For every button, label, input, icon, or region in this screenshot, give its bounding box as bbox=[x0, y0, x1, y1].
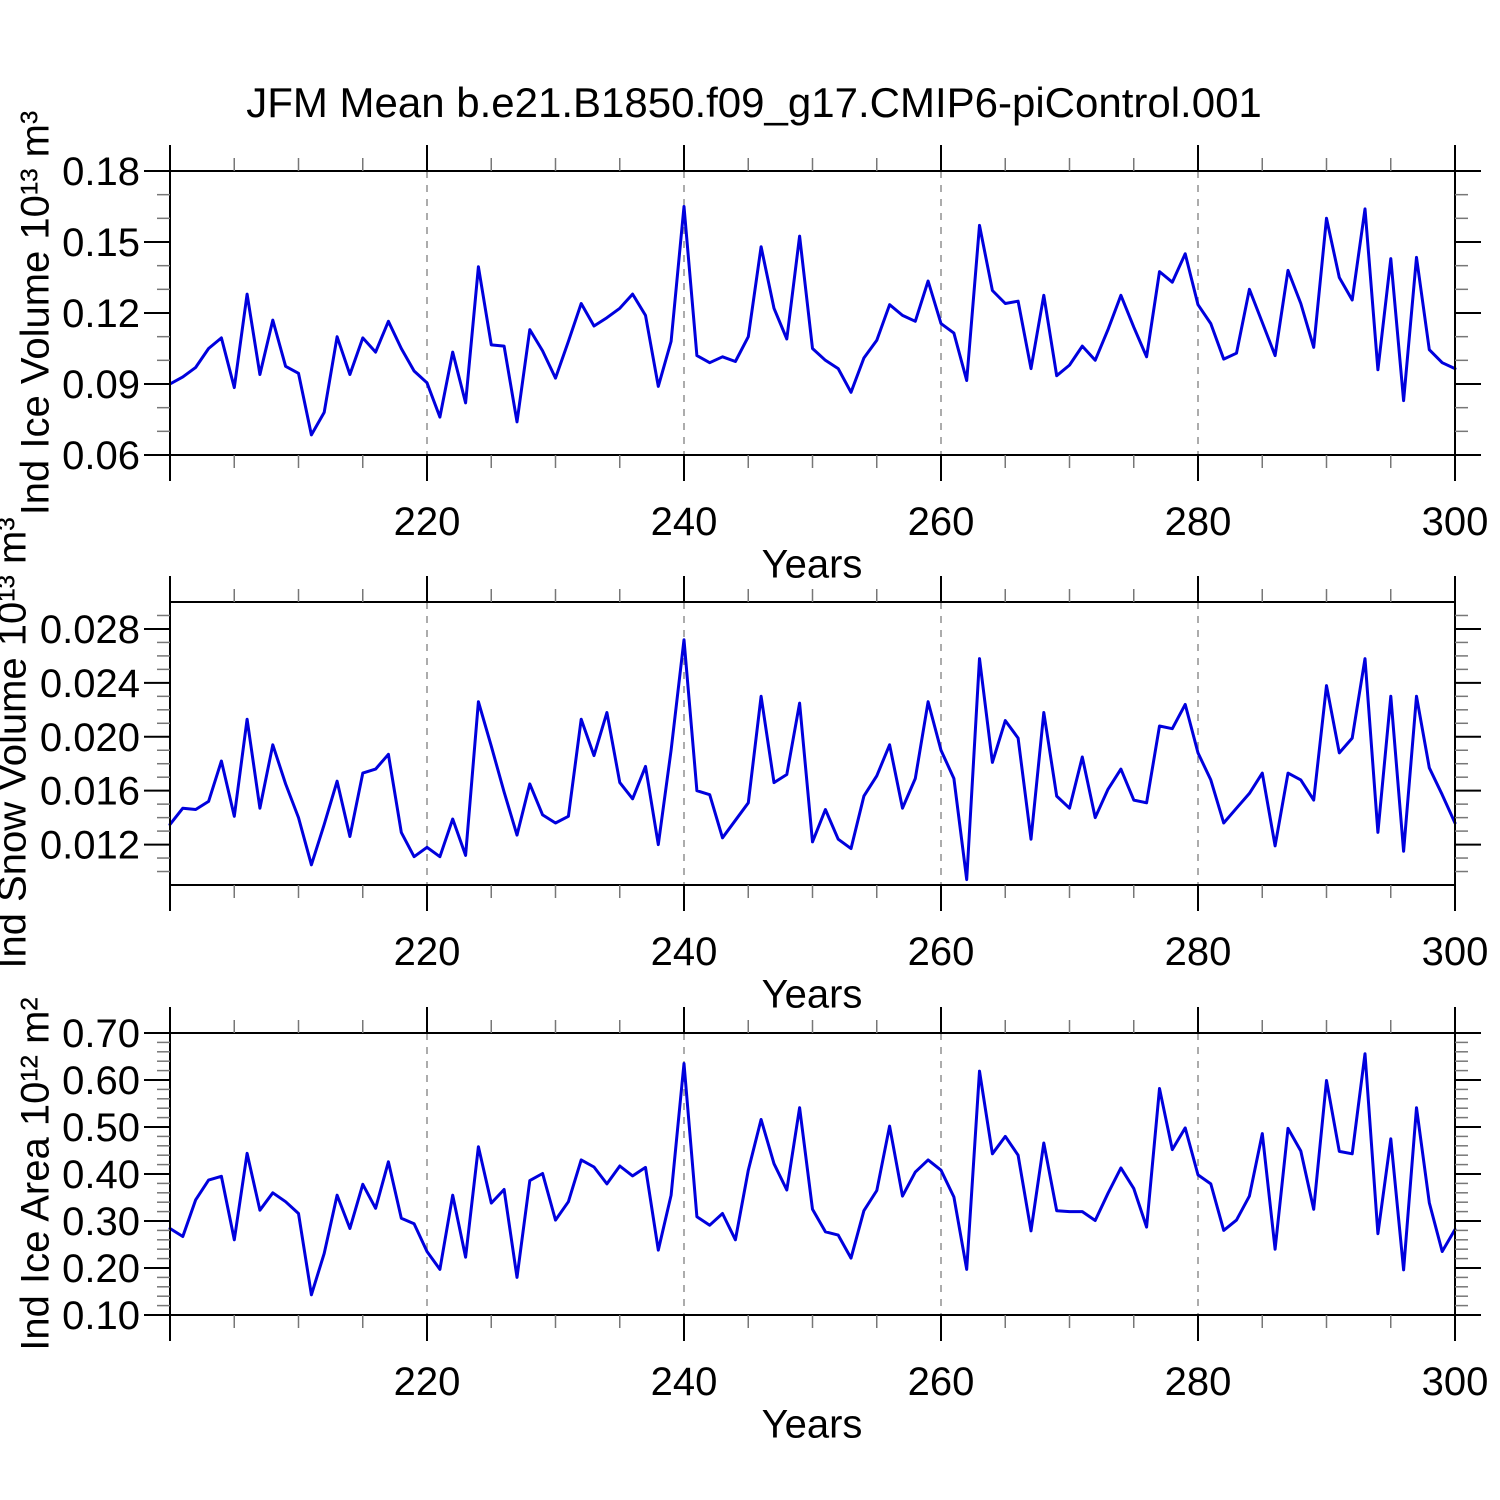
y-tick-label: 0.50 bbox=[62, 1106, 140, 1150]
figure-title: JFM Mean b.e21.B1850.f09_g17.CMIP6-piCon… bbox=[246, 79, 1262, 126]
y-tick-label: 0.06 bbox=[62, 434, 140, 478]
y-tick-label: 0.012 bbox=[40, 824, 140, 868]
x-tick-label: 300 bbox=[1422, 500, 1489, 544]
x-tick-label: 280 bbox=[1165, 930, 1232, 974]
x-tick-label: 280 bbox=[1165, 500, 1232, 544]
x-axis-label-years-bottom: Years bbox=[761, 1402, 863, 1447]
y-tick-label: 0.024 bbox=[40, 662, 140, 706]
y-tick-label: 0.15 bbox=[62, 221, 140, 265]
panel-ice-area: 220 240 260 280 300 0.100.200.300.400.500.600… bbox=[62, 1007, 1488, 1404]
plot-frame bbox=[169, 1032, 1456, 1316]
y-axis-label-snow-volume: Ind Snow Volume 10¹³ m³ bbox=[0, 517, 35, 969]
x-tick-label: 300 bbox=[1422, 930, 1489, 974]
y-axis-label-ice-volume: Ind Ice Volume 10¹³ m³ bbox=[13, 110, 58, 516]
y-axis-label-ice-area: Ind Ice Area 10¹² m² bbox=[13, 997, 58, 1351]
x-axis-label-years-middle: Years bbox=[761, 972, 863, 1017]
plot-frame bbox=[169, 170, 1456, 456]
y-tick-label: 0.60 bbox=[62, 1059, 140, 1103]
panel-snow-volume: 220 240 260 280 300 0.012 0.016 0.020 0.024 0.028 bbox=[40, 576, 1488, 974]
x-tick-label: 260 bbox=[908, 500, 975, 544]
x-tick-label: 240 bbox=[651, 930, 718, 974]
x-tick-label: 260 bbox=[908, 1360, 975, 1404]
y-tick-label: 0.30 bbox=[62, 1200, 140, 1244]
x-axis-label-years-top: Years bbox=[761, 542, 863, 587]
y-tick-label: 0.09 bbox=[62, 363, 140, 407]
x-tick-label: 220 bbox=[394, 500, 461, 544]
y-tick-label: 0.40 bbox=[62, 1153, 140, 1197]
x-tick-label: 300 bbox=[1422, 1360, 1489, 1404]
x-tick-label: 240 bbox=[651, 1360, 718, 1404]
data-line-ice-volume bbox=[168, 205, 1457, 437]
panel-ice-volume: 220 240 260 280 300 0.06 0.09 0.12 0.15 0.18 bbox=[62, 145, 1488, 544]
y-tick-label: 0.028 bbox=[40, 608, 140, 652]
x-tick-label: 240 bbox=[651, 500, 718, 544]
y-tick-label: 0.020 bbox=[40, 716, 140, 760]
x-tick-label: 280 bbox=[1165, 1360, 1232, 1404]
y-tick-label: 0.10 bbox=[62, 1294, 140, 1338]
data-line-ice-area bbox=[168, 1052, 1457, 1297]
data-line-snow-volume bbox=[168, 638, 1457, 882]
y-tick-label: 0.20 bbox=[62, 1247, 140, 1291]
y-tick-label: 0.016 bbox=[40, 770, 140, 814]
y-tick-label: 0.18 bbox=[62, 150, 140, 194]
x-tick-label: 220 bbox=[394, 1360, 461, 1404]
y-tick-label: 0.12 bbox=[62, 292, 140, 336]
y-tick-label: 0.70 bbox=[62, 1012, 140, 1056]
x-tick-label: 220 bbox=[394, 930, 461, 974]
x-tick-label: 260 bbox=[908, 930, 975, 974]
